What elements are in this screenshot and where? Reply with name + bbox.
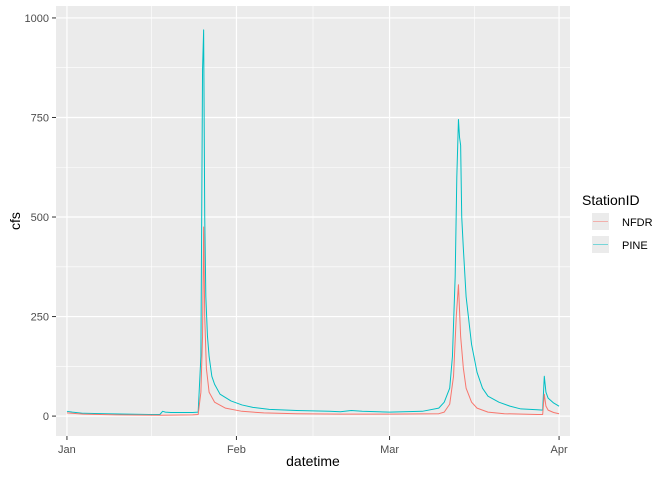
- y-tick-label: 1000: [25, 13, 49, 25]
- y-tick-label: 0: [43, 411, 49, 423]
- y-tick-label: 250: [31, 312, 49, 324]
- grid-minor: [56, 6, 570, 436]
- legend: StationID NFDR PINE: [582, 192, 653, 253]
- grid-major: [56, 6, 570, 436]
- x-axis-title: datetime: [286, 453, 340, 469]
- y-tick-label: 750: [31, 112, 49, 124]
- x-tick-label: Feb: [227, 444, 246, 456]
- x-tick-label: Jan: [58, 444, 76, 456]
- x-tick-label: Mar: [380, 444, 399, 456]
- series-line-pine: [66, 29, 560, 415]
- legend-title: StationID: [582, 192, 640, 208]
- x-tick-label: Apr: [551, 444, 568, 456]
- y-tick-label: 500: [31, 212, 49, 224]
- legend-label-pine: PINE: [622, 240, 648, 252]
- series-line-nfdr: [66, 226, 560, 416]
- series-layer: [66, 29, 560, 416]
- axes: Jan Feb Mar Apr 0 250 500 750 1000: [25, 13, 568, 456]
- y-axis-title: cfs: [7, 212, 23, 230]
- legend-label-nfdr: NFDR: [622, 217, 653, 229]
